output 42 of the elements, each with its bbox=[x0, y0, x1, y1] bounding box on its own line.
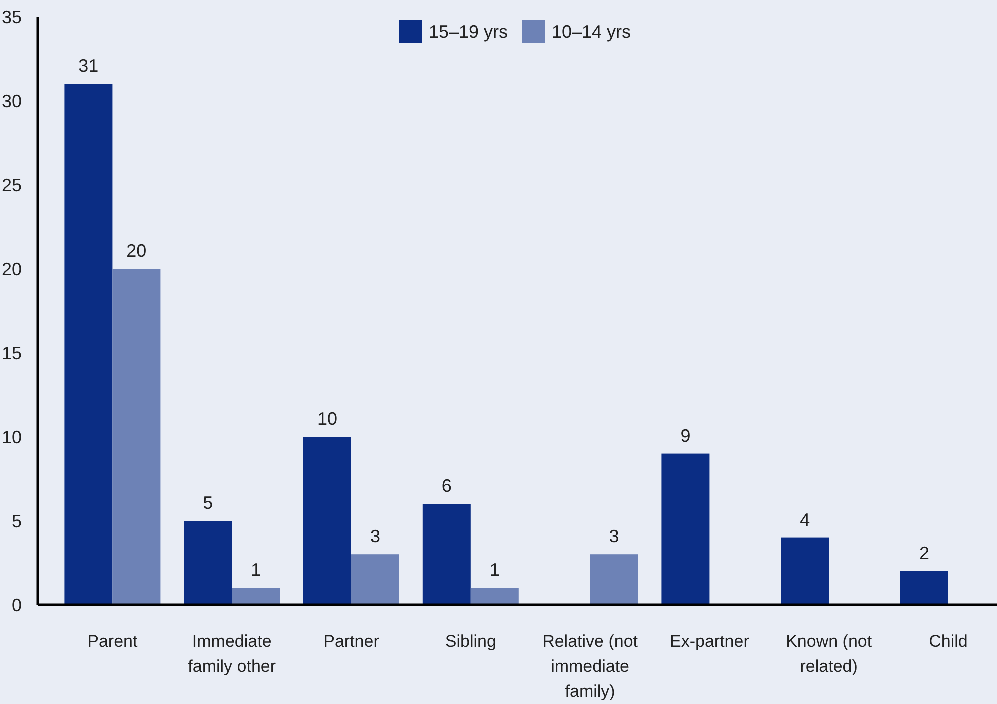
data-label: 2 bbox=[919, 543, 930, 564]
data-label: 10 bbox=[317, 409, 338, 429]
bar bbox=[64, 84, 113, 605]
y-tick-label: 0 bbox=[12, 595, 22, 616]
bar bbox=[352, 554, 400, 605]
bar bbox=[422, 504, 471, 605]
data-label: 5 bbox=[203, 493, 214, 513]
data-label: 1 bbox=[251, 560, 262, 580]
x-tick-label: Child bbox=[929, 632, 968, 651]
bar bbox=[470, 588, 519, 605]
x-tick-label: Partner bbox=[324, 632, 380, 651]
legend-label: 15–19 yrs bbox=[429, 22, 508, 42]
data-label: 31 bbox=[78, 56, 99, 76]
y-tick-label: 25 bbox=[2, 175, 22, 196]
data-label: 6 bbox=[442, 476, 452, 496]
x-tick-label: Immediate family other bbox=[188, 632, 276, 676]
x-tick-label: Relative (not immediate family) bbox=[542, 632, 638, 701]
bar bbox=[781, 538, 830, 605]
bar bbox=[112, 269, 161, 605]
y-tick-label: 15 bbox=[2, 343, 22, 364]
y-tick-label: 20 bbox=[2, 259, 22, 280]
data-label: 3 bbox=[609, 526, 620, 547]
data-label: 3 bbox=[370, 526, 381, 547]
data-label: 20 bbox=[126, 241, 147, 261]
legend-label: 10–14 yrs bbox=[552, 22, 632, 42]
x-tick-label: Ex-partner bbox=[670, 632, 750, 651]
x-tick-label: Sibling bbox=[445, 632, 496, 651]
bar bbox=[590, 554, 638, 605]
x-tick-label: Known (not related) bbox=[786, 632, 872, 676]
y-tick-label: 10 bbox=[2, 427, 22, 448]
bar bbox=[662, 454, 710, 605]
data-label: 4 bbox=[800, 510, 810, 530]
bar bbox=[900, 571, 948, 605]
bar bbox=[232, 588, 280, 605]
y-tick-label: 35 bbox=[2, 7, 22, 28]
data-label: 1 bbox=[490, 560, 500, 580]
x-tick-label: Parent bbox=[88, 632, 138, 651]
y-tick-label: 30 bbox=[2, 91, 22, 112]
y-tick-label: 5 bbox=[12, 511, 22, 532]
bar bbox=[184, 521, 232, 605]
data-label: 9 bbox=[680, 426, 691, 446]
bar bbox=[304, 437, 352, 605]
